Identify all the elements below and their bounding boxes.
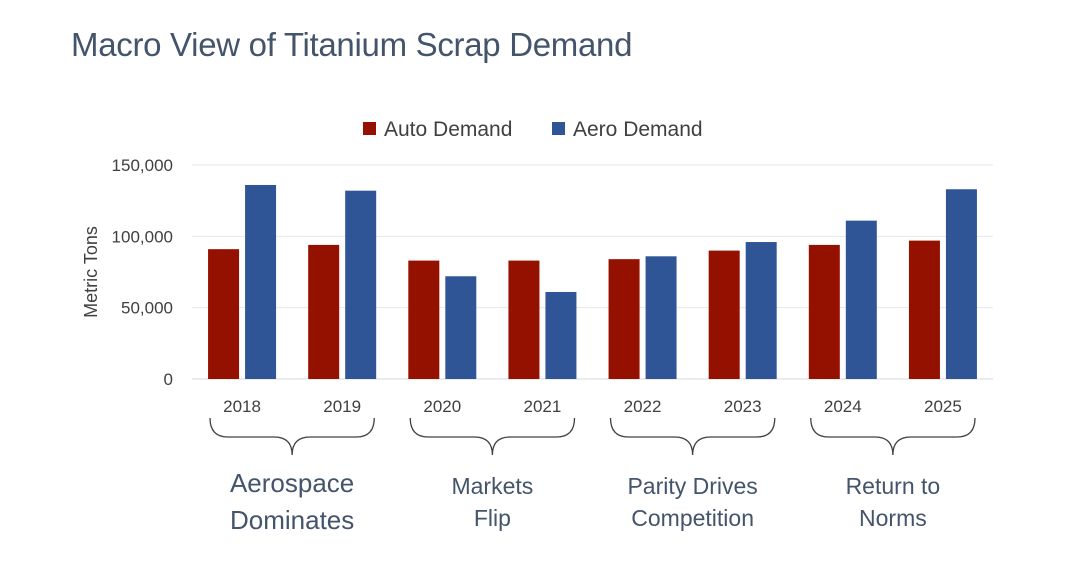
x-tick-label: 2025 bbox=[924, 397, 962, 416]
legend-label: Auto Demand bbox=[384, 118, 512, 141]
bar-aero-demand-2021 bbox=[545, 291, 577, 379]
group-label-line: Flip bbox=[473, 505, 511, 531]
group-label-line: Aerospace bbox=[229, 468, 355, 498]
group-label-line: Markets bbox=[451, 473, 534, 499]
bar-aero-demand-2023 bbox=[745, 242, 777, 379]
x-axis: 2018 2019 2020 2021 2022 2023 2024 2025 bbox=[223, 397, 962, 416]
x-tick-label: 2018 bbox=[223, 397, 261, 416]
x-tick-label: 2019 bbox=[323, 397, 361, 416]
slide-title: Macro View of Titanium Scrap Demand bbox=[71, 26, 633, 63]
bar-auto-demand-2019 bbox=[308, 244, 340, 379]
bar-aero-demand-2022 bbox=[645, 256, 677, 379]
bar-auto-demand-2024 bbox=[808, 244, 840, 379]
bar-aero-demand-2018 bbox=[245, 184, 277, 379]
group-brace bbox=[810, 417, 976, 456]
legend-label: Aero Demand bbox=[573, 118, 703, 141]
bar-aero-demand-2019 bbox=[345, 190, 377, 379]
x-tick-label: 2020 bbox=[423, 397, 461, 416]
group-label: Aerospace Dominates bbox=[230, 465, 354, 539]
x-tick-label: 2023 bbox=[724, 397, 762, 416]
group-label: Parity Drives Competition bbox=[627, 470, 757, 534]
bar-auto-demand-2023 bbox=[708, 250, 740, 379]
bar-aero-demand-2024 bbox=[845, 220, 877, 379]
y-tick-label: 50,000 bbox=[121, 299, 173, 318]
group-brace bbox=[409, 417, 576, 456]
y-tick-label: 0 bbox=[164, 370, 173, 389]
y-tick-label: 100,000 bbox=[112, 227, 173, 246]
group-brace bbox=[209, 417, 375, 456]
chart-bars bbox=[208, 184, 977, 379]
x-tick-label: 2024 bbox=[824, 397, 862, 416]
group-brace bbox=[609, 417, 776, 456]
group-braces bbox=[209, 417, 976, 456]
chart-legend: Auto Demand Aero Demand bbox=[363, 118, 703, 141]
legend-swatch bbox=[552, 122, 565, 135]
x-tick-label: 2021 bbox=[524, 397, 562, 416]
bar-auto-demand-2021 bbox=[508, 260, 540, 379]
bar-auto-demand-2022 bbox=[608, 259, 640, 379]
legend-swatch bbox=[363, 122, 376, 135]
group-label-line: Competition bbox=[631, 505, 754, 531]
group-label: Return to Norms bbox=[846, 470, 941, 534]
y-axis-label: Metric Tons bbox=[81, 226, 101, 318]
bar-auto-demand-2025 bbox=[908, 240, 940, 379]
y-tick-label: 150,000 bbox=[112, 156, 173, 175]
x-tick-label: 2022 bbox=[624, 397, 662, 416]
bar-aero-demand-2025 bbox=[945, 189, 977, 379]
group-label: Markets Flip bbox=[451, 470, 533, 534]
bar-aero-demand-2020 bbox=[445, 276, 477, 379]
bar-auto-demand-2020 bbox=[408, 260, 440, 379]
group-label-line: Dominates bbox=[229, 505, 355, 535]
bar-auto-demand-2018 bbox=[208, 249, 240, 379]
y-axis: 0 50,000 100,000 150,000 Metric Tons bbox=[81, 156, 173, 389]
group-label-line: Return to bbox=[845, 473, 941, 499]
group-label-line: Parity Drives bbox=[627, 473, 758, 499]
group-label-line: Norms bbox=[859, 505, 927, 531]
